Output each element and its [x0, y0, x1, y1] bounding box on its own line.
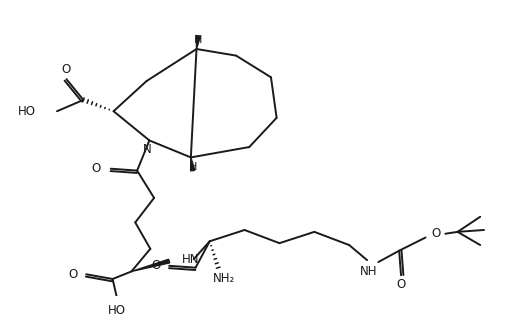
Text: O: O [69, 268, 78, 281]
Text: O: O [431, 227, 440, 240]
Text: NH: NH [360, 265, 378, 278]
Polygon shape [190, 157, 195, 171]
Text: H: H [194, 35, 203, 45]
Text: O: O [396, 278, 406, 291]
Text: O: O [91, 162, 100, 175]
Text: N: N [143, 143, 152, 156]
Text: H: H [188, 162, 197, 172]
Text: HO: HO [18, 105, 36, 118]
Text: NH₂: NH₂ [213, 273, 235, 285]
Text: O: O [151, 259, 161, 272]
Polygon shape [196, 35, 201, 49]
Polygon shape [132, 259, 170, 271]
Text: HN: HN [182, 253, 200, 266]
Text: O: O [62, 63, 71, 76]
Text: HO: HO [108, 304, 126, 314]
